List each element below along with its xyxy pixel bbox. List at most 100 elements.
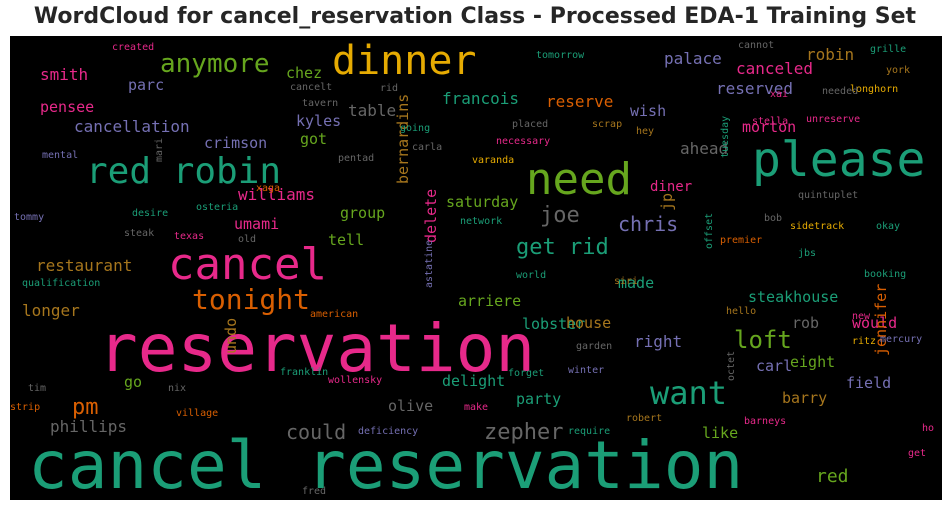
wordcloud-panel: cancel reservation reservation please need c… [10,36,942,500]
word-smith: smith [40,65,88,84]
word-stella: stella [752,116,788,127]
word-chris: chris [618,212,678,236]
word-winter: winter [568,365,604,376]
word-canceled: canceled [736,59,813,78]
word-hello: hello [726,306,756,317]
word-scrap: scrap [592,119,622,130]
word-longer: longer [22,301,80,320]
word-xai: xai [770,89,788,100]
word-cancel: cancel [168,239,327,290]
word-franklin: franklin [280,367,328,378]
word-offset: offset [704,213,715,249]
word-siri: siri [614,276,638,287]
word-jbs: jbs [798,248,816,259]
word-nix: nix [168,383,186,394]
word-phillips: phillips [50,417,127,436]
word-going: going [400,123,430,134]
word-williams: williams [238,185,315,204]
word-village: village [176,408,218,419]
word-zepher: zepher [484,420,563,445]
word-cannot: cannot [738,40,774,51]
word-delight: delight [442,372,505,390]
word-desire: desire [132,208,168,219]
word-jp: jp [658,193,676,211]
word-tim: tim [28,383,46,394]
word-barry: barry [782,389,827,407]
word-new: new [852,311,871,322]
word-crimson: crimson [204,134,267,152]
word-okay: okay [876,221,900,232]
word-ahead: ahead [680,139,728,158]
word-lobster: lobster [522,315,585,333]
word-forget: forget [508,368,544,379]
word-carla: carla [412,142,442,153]
word-house: house [566,314,611,332]
word-morton: morton [742,118,796,136]
word-rid: rid [380,83,398,94]
word-restaurant: restaurant [36,256,132,275]
word-strip: strip [10,402,40,413]
word-xaga: xaga [256,183,280,194]
word-pentad: pentad [338,153,374,164]
word-loft: loft [734,326,792,354]
word-chez: chez [286,64,322,82]
word-american: american [310,309,358,320]
word-palace: palace [664,49,722,68]
word-fred: fred [302,486,326,497]
word-want: want [650,374,727,412]
word-group: group [340,204,385,222]
word-francois: francois [442,89,519,108]
word-delete: delete [422,189,440,243]
word-bernardins: bernardins [394,94,412,184]
word-needed: needed [822,86,858,97]
word-qualification: qualification [22,278,100,289]
word-garden: garden [576,341,612,352]
word-table: table [348,101,396,120]
word-necessary: necessary [496,136,550,147]
word-quintuplet: quintuplet [798,190,858,201]
word-placed: placed [512,119,548,130]
word-robert: robert [626,413,662,424]
word-octet: octet [726,351,737,381]
word-parc: parc [128,76,164,94]
word-tuesday: tuesday [720,116,731,158]
word-longhorn: longhorn [850,84,898,95]
word-ho: ho [922,423,934,434]
word-barneys: barneys [744,416,786,427]
word-tonight: tonight [192,283,310,316]
word-undo: undo [222,318,240,354]
word-jennifer: jennifer [872,284,890,356]
word-premier: premier [720,235,762,246]
word-get-rid: get rid [516,235,609,260]
word-joe: joe [540,203,580,228]
word-old: old [238,234,256,245]
word-york: york [886,65,910,76]
word-tomorrow: tomorrow [536,50,585,61]
word-could: could [286,420,346,444]
word-kyles: kyles [296,112,341,130]
word-ritz: ritz [852,336,876,347]
word-mercury: mercury [880,334,922,345]
word-robin: robin [806,45,854,64]
word-tell: tell [328,231,364,249]
word-deficiency: deficiency [358,426,418,437]
word-reserved: reserved [716,79,793,98]
word-varanda: varanda [472,155,514,166]
word-party: party [516,390,561,408]
word-would: would [852,314,897,332]
word-red: red [816,466,849,487]
word-go: go [124,373,142,391]
word-umami: umami [234,215,279,233]
word-red-robin: red robin [86,151,281,192]
word-bob: bob [764,213,782,224]
word-cancellation: cancellation [74,117,190,136]
word-cancel-reservation: cancel reservation [28,427,743,500]
word-need: need [526,154,632,205]
word-got: got [300,130,327,148]
word-grille: grille [870,44,906,55]
word-dinner: dinner [332,38,477,84]
word-olive: olive [388,397,433,415]
word-like: like [702,424,738,442]
word-pm: pm [72,395,99,420]
word-carl: carl [756,357,792,375]
